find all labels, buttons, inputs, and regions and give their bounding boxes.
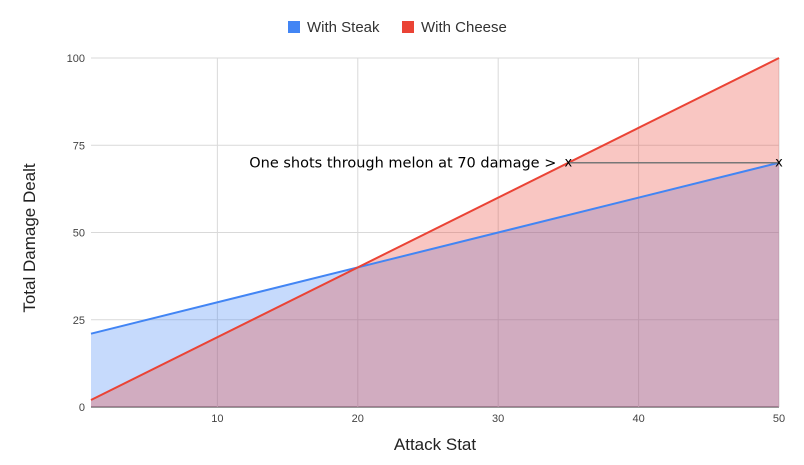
x-tick-label: 40 — [632, 413, 644, 425]
grid — [91, 57, 780, 408]
area-series-1 — [91, 58, 779, 407]
annotation: One shots through melon at 70 damage > x… — [249, 156, 783, 172]
y-tick-label: 100 — [67, 53, 85, 65]
legend: With Steak With Cheese — [288, 19, 507, 36]
x-tick-label: 10 — [211, 413, 223, 425]
y-tick-label: 0 — [79, 402, 85, 414]
line-series-1 — [90, 57, 780, 401]
line-series-0 — [90, 161, 780, 335]
x-axis-title: Attack Stat — [394, 435, 476, 454]
line-layer — [90, 57, 780, 401]
annotation-marker-start: x — [565, 156, 573, 171]
annotation-text: One shots through melon at 70 damage > — [249, 156, 556, 172]
annotation-marker-end: x — [775, 156, 783, 171]
x-tick-labels: 10 20 30 40 50 — [211, 413, 785, 425]
legend-label-steak: With Steak — [307, 19, 380, 36]
legend-label-cheese: With Cheese — [421, 19, 507, 36]
y-tick-label: 50 — [73, 228, 85, 240]
y-tick-label: 75 — [73, 140, 85, 152]
y-tick-labels: 0 25 50 75 100 — [67, 53, 85, 414]
area-layer — [91, 58, 779, 407]
legend-swatch-steak — [288, 21, 300, 33]
x-tick-label: 50 — [773, 413, 785, 425]
y-axis-title: Total Damage Dealt — [20, 163, 39, 313]
legend-swatch-cheese — [402, 21, 414, 33]
x-tick-label: 20 — [352, 413, 364, 425]
y-tick-label: 25 — [73, 315, 85, 327]
area-series-0 — [91, 162, 779, 407]
x-tick-label: 30 — [492, 413, 504, 425]
